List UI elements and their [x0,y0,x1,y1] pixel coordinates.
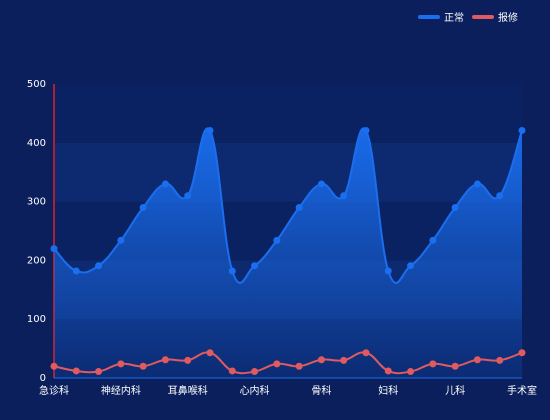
point [407,262,415,270]
point [117,360,125,368]
y-tick-label: 200 [27,255,46,266]
point [50,362,58,370]
point [295,203,303,211]
point [295,362,303,370]
y-tick-label: 500 [27,79,46,90]
point [273,236,281,244]
point [384,367,392,375]
x-tick-label: 手术室 [507,384,537,397]
x-tick-label: 神经内科 [101,384,141,397]
x-tick-label: 儿科 [445,384,465,397]
point [496,356,504,364]
y-tick-label: 400 [27,138,46,149]
point [473,180,481,188]
point [273,360,281,368]
series-area [54,128,522,378]
point [206,126,214,134]
series-line [53,127,523,284]
split-area [54,142,522,202]
series-line [53,351,523,375]
y-tick-label: 0 [40,373,46,384]
point [50,245,58,253]
point [117,236,125,244]
legend-swatch [418,15,440,19]
point [340,356,348,364]
legend-swatch [472,15,494,19]
point [251,262,259,270]
point [451,203,459,211]
point [184,192,192,200]
x-tick-label: 心内科 [240,384,270,397]
point [317,356,325,364]
point [518,126,526,134]
point [362,349,370,357]
point [473,356,481,364]
point [518,349,526,357]
point [184,356,192,364]
x-tick-label: 妇科 [378,384,398,397]
point [228,367,236,375]
point [496,192,504,200]
split-area [54,84,522,143]
y-tick-label: 300 [27,197,46,208]
point [139,203,147,211]
point [251,368,259,376]
point [317,180,325,188]
y-tick-label: 100 [27,314,46,325]
point [161,356,169,364]
x-tick-label: 急诊科 [39,384,69,397]
point [139,362,147,370]
legend-label: 正常 [444,11,464,24]
point [161,180,169,188]
point [72,267,80,275]
point [95,262,103,270]
point [429,236,437,244]
point [384,267,392,275]
point [451,362,459,370]
legend-label: 报修 [498,11,518,24]
point [429,360,437,368]
point [362,126,370,134]
point [95,368,103,376]
point [407,368,415,376]
point [72,367,80,375]
x-tick-label: 耳鼻喉科 [168,384,208,397]
x-tick-label: 骨科 [311,384,331,397]
point [228,267,236,275]
point [340,192,348,200]
point [206,349,214,357]
